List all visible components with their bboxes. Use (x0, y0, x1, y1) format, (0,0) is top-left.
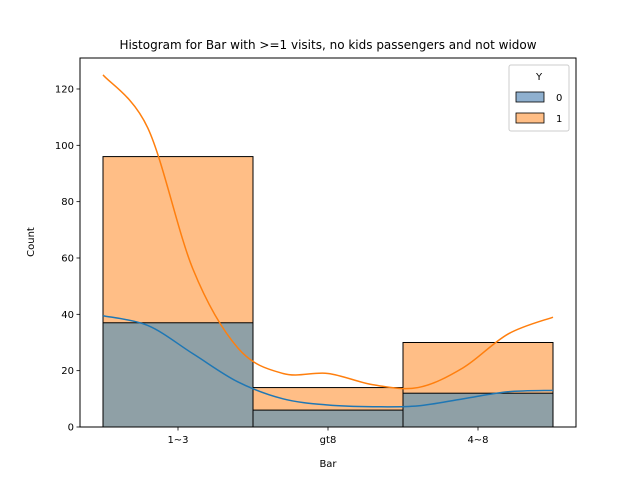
legend-title: Y (535, 72, 543, 83)
y-tick-label: 40 (61, 310, 74, 321)
y-tick-label: 80 (61, 197, 74, 208)
bar-series-0-0 (102, 322, 254, 428)
kde-line-0 (102, 315, 554, 408)
x-tick-label: 1~3 (167, 435, 188, 446)
y-tick-label: 120 (55, 84, 74, 95)
x-axis: 1~3 gt8 4~8 (167, 427, 489, 446)
y-tick-label: 0 (68, 423, 74, 434)
kde-lines-layer (102, 74, 554, 408)
x-axis-label: Bar (319, 459, 337, 470)
legend: Y 0 1 (508, 64, 570, 132)
bar-series-0-2 (402, 392, 554, 428)
y-tick-label: 100 (55, 141, 74, 152)
y-tick-label: 60 (61, 253, 74, 264)
kde-line-1 (102, 74, 554, 390)
x-tick-label: 4~8 (467, 435, 488, 446)
legend-label-0: 0 (556, 93, 562, 104)
chart-title: Histogram for Bar with >=1 visits, no ki… (119, 38, 536, 52)
x-tick-label: gt8 (320, 435, 337, 446)
y-tick-label: 20 (61, 366, 74, 377)
legend-swatch-1 (515, 112, 545, 124)
y-axis-label: Count (26, 227, 37, 257)
legend-label-1: 1 (556, 114, 562, 125)
bar-series-0-1 (252, 409, 404, 428)
bars-layer (102, 156, 554, 428)
y-axis: 0 20 40 60 80 100 120 (55, 84, 80, 434)
legend-swatch-0 (515, 91, 545, 103)
